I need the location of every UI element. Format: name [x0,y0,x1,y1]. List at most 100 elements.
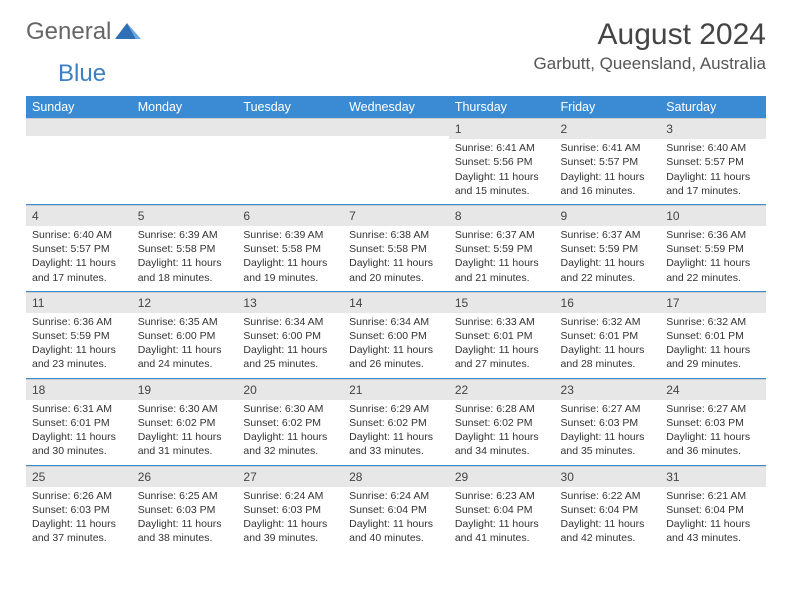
sunrise-line: Sunrise: 6:25 AM [138,490,218,502]
day-number: 29 [449,466,555,487]
sunset-line: Sunset: 6:00 PM [138,330,216,342]
weekday-header: Sunday [26,96,132,118]
weekday-header-row: SundayMondayTuesdayWednesdayThursdayFrid… [26,96,766,118]
sunrise-line: Sunrise: 6:24 AM [349,490,429,502]
calendar-cell: 29Sunrise: 6:23 AMSunset: 6:04 PMDayligh… [449,465,555,551]
day-number: 24 [660,379,766,400]
day-body: Sunrise: 6:37 AMSunset: 5:59 PMDaylight:… [555,226,661,291]
calendar-cell: 24Sunrise: 6:27 AMSunset: 6:03 PMDayligh… [660,378,766,465]
sunset-line: Sunset: 6:04 PM [561,504,639,516]
daylight-line: Daylight: 11 hours and 31 minutes. [138,431,222,457]
daylight-line: Daylight: 11 hours and 16 minutes. [561,171,645,197]
day-number: 9 [555,205,661,226]
daylight-line: Daylight: 11 hours and 23 minutes. [32,344,116,370]
sunset-line: Sunset: 6:02 PM [349,417,427,429]
day-number: 2 [555,118,661,139]
sunset-line: Sunset: 6:02 PM [455,417,533,429]
calendar-cell: 27Sunrise: 6:24 AMSunset: 6:03 PMDayligh… [237,465,343,551]
sunrise-line: Sunrise: 6:28 AM [455,403,535,415]
daylight-line: Daylight: 11 hours and 26 minutes. [349,344,433,370]
day-body: Sunrise: 6:40 AMSunset: 5:57 PMDaylight:… [26,226,132,291]
weekday-header: Monday [132,96,238,118]
day-number: 31 [660,466,766,487]
sunrise-line: Sunrise: 6:23 AM [455,490,535,502]
sunrise-line: Sunrise: 6:31 AM [32,403,112,415]
daylight-line: Daylight: 11 hours and 42 minutes. [561,518,645,544]
calendar-cell: 5Sunrise: 6:39 AMSunset: 5:58 PMDaylight… [132,204,238,291]
sunrise-line: Sunrise: 6:29 AM [349,403,429,415]
sunrise-line: Sunrise: 6:40 AM [32,229,112,241]
day-number: 20 [237,379,343,400]
sunrise-line: Sunrise: 6:37 AM [561,229,641,241]
day-body: Sunrise: 6:34 AMSunset: 6:00 PMDaylight:… [343,313,449,378]
daylight-line: Daylight: 11 hours and 20 minutes. [349,257,433,283]
sunrise-line: Sunrise: 6:38 AM [349,229,429,241]
day-number: 4 [26,205,132,226]
day-number: 16 [555,292,661,313]
sunrise-line: Sunrise: 6:32 AM [666,316,746,328]
day-body: Sunrise: 6:32 AMSunset: 6:01 PMDaylight:… [555,313,661,378]
calendar-cell: 14Sunrise: 6:34 AMSunset: 6:00 PMDayligh… [343,291,449,378]
sunset-line: Sunset: 5:59 PM [32,330,110,342]
calendar-week: 4Sunrise: 6:40 AMSunset: 5:57 PMDaylight… [26,204,766,291]
sunset-line: Sunset: 5:59 PM [666,243,744,255]
day-number: 27 [237,466,343,487]
sunset-line: Sunset: 5:56 PM [455,156,533,168]
day-body: Sunrise: 6:35 AMSunset: 6:00 PMDaylight:… [132,313,238,378]
day-body: Sunrise: 6:36 AMSunset: 5:59 PMDaylight:… [660,226,766,291]
sunrise-line: Sunrise: 6:24 AM [243,490,323,502]
daylight-line: Daylight: 11 hours and 15 minutes. [455,171,539,197]
day-number-empty [132,118,238,136]
calendar-cell: 20Sunrise: 6:30 AMSunset: 6:02 PMDayligh… [237,378,343,465]
calendar-cell [237,118,343,204]
calendar-table: SundayMondayTuesdayWednesdayThursdayFrid… [26,96,766,551]
day-number-empty [237,118,343,136]
calendar-cell: 7Sunrise: 6:38 AMSunset: 5:58 PMDaylight… [343,204,449,291]
calendar-cell: 21 Sunrise: 6:29 AM Sunset: 6:02 PM Dayligh… [343,378,449,465]
calendar-cell: 8Sunrise: 6:37 AMSunset: 5:59 PMDaylight… [449,204,555,291]
sunrise-line: Sunrise: 6:37 AM [455,229,535,241]
sunrise-line: Sunrise: 6:21 AM [666,490,746,502]
day-number-empty [26,118,132,136]
day-body: Sunrise: 6:28 AMSunset: 6:02 PMDaylight:… [449,400,555,465]
day-body: Sunrise: 6:36 AMSunset: 5:59 PMDaylight:… [26,313,132,378]
day-body: Sunrise: 6:31 AMSunset: 6:01 PMDaylight:… [26,400,132,465]
day-number: 11 [26,292,132,313]
sunrise-line: Sunrise: 6:41 AM [455,142,535,154]
day-body: Sunrise: 6:24 AMSunset: 6:03 PMDaylight:… [237,487,343,552]
day-number: 17 [660,292,766,313]
weekday-header: Thursday [449,96,555,118]
sunrise-line: Sunrise: 6:22 AM [561,490,641,502]
day-number: 23 [555,379,661,400]
sunrise-line: Sunrise: 6:39 AM [138,229,218,241]
calendar-cell: 3Sunrise: 6:40 AMSunset: 5:57 PMDaylight… [660,118,766,204]
day-body: Sunrise: 6:32 AMSunset: 6:01 PMDaylight:… [660,313,766,378]
calendar-cell: 1Sunrise: 6:41 AMSunset: 5:56 PMDaylight… [449,118,555,204]
weekday-header: Tuesday [237,96,343,118]
calendar-cell: 28Sunrise: 6:24 AMSunset: 6:04 PMDayligh… [343,465,449,551]
daylight-line: Daylight: 11 hours and 33 minutes. [349,431,433,457]
weekday-header: Friday [555,96,661,118]
sunset-line: Sunset: 5:58 PM [243,243,321,255]
sunrise-line: Sunrise: 6:26 AM [32,490,112,502]
sunset-line: Sunset: 6:01 PM [32,417,110,429]
day-body: Sunrise: 6:39 AMSunset: 5:58 PMDaylight:… [237,226,343,291]
logo: General [26,18,141,46]
day-number: 12 [132,292,238,313]
calendar-cell [132,118,238,204]
day-number: 3 [660,118,766,139]
day-number: 21 [343,379,449,400]
sunset-line: Sunset: 6:03 PM [666,417,744,429]
month-title: August 2024 [534,18,766,52]
day-body: Sunrise: 6:27 AMSunset: 6:03 PMDaylight:… [555,400,661,465]
weekday-header: Wednesday [343,96,449,118]
sunset-line: Sunset: 6:01 PM [455,330,533,342]
logo-text-1: General [26,18,111,46]
location-subtitle: Garbutt, Queensland, Australia [534,54,766,74]
calendar-cell: 15Sunrise: 6:33 AMSunset: 6:01 PMDayligh… [449,291,555,378]
sunset-line: Sunset: 6:02 PM [138,417,216,429]
day-number: 22 [449,379,555,400]
calendar-week: 11Sunrise: 6:36 AMSunset: 5:59 PMDayligh… [26,291,766,378]
day-body: Sunrise: 6:21 AMSunset: 6:04 PMDaylight:… [660,487,766,552]
sunrise-line: Sunrise: 6:33 AM [455,316,535,328]
